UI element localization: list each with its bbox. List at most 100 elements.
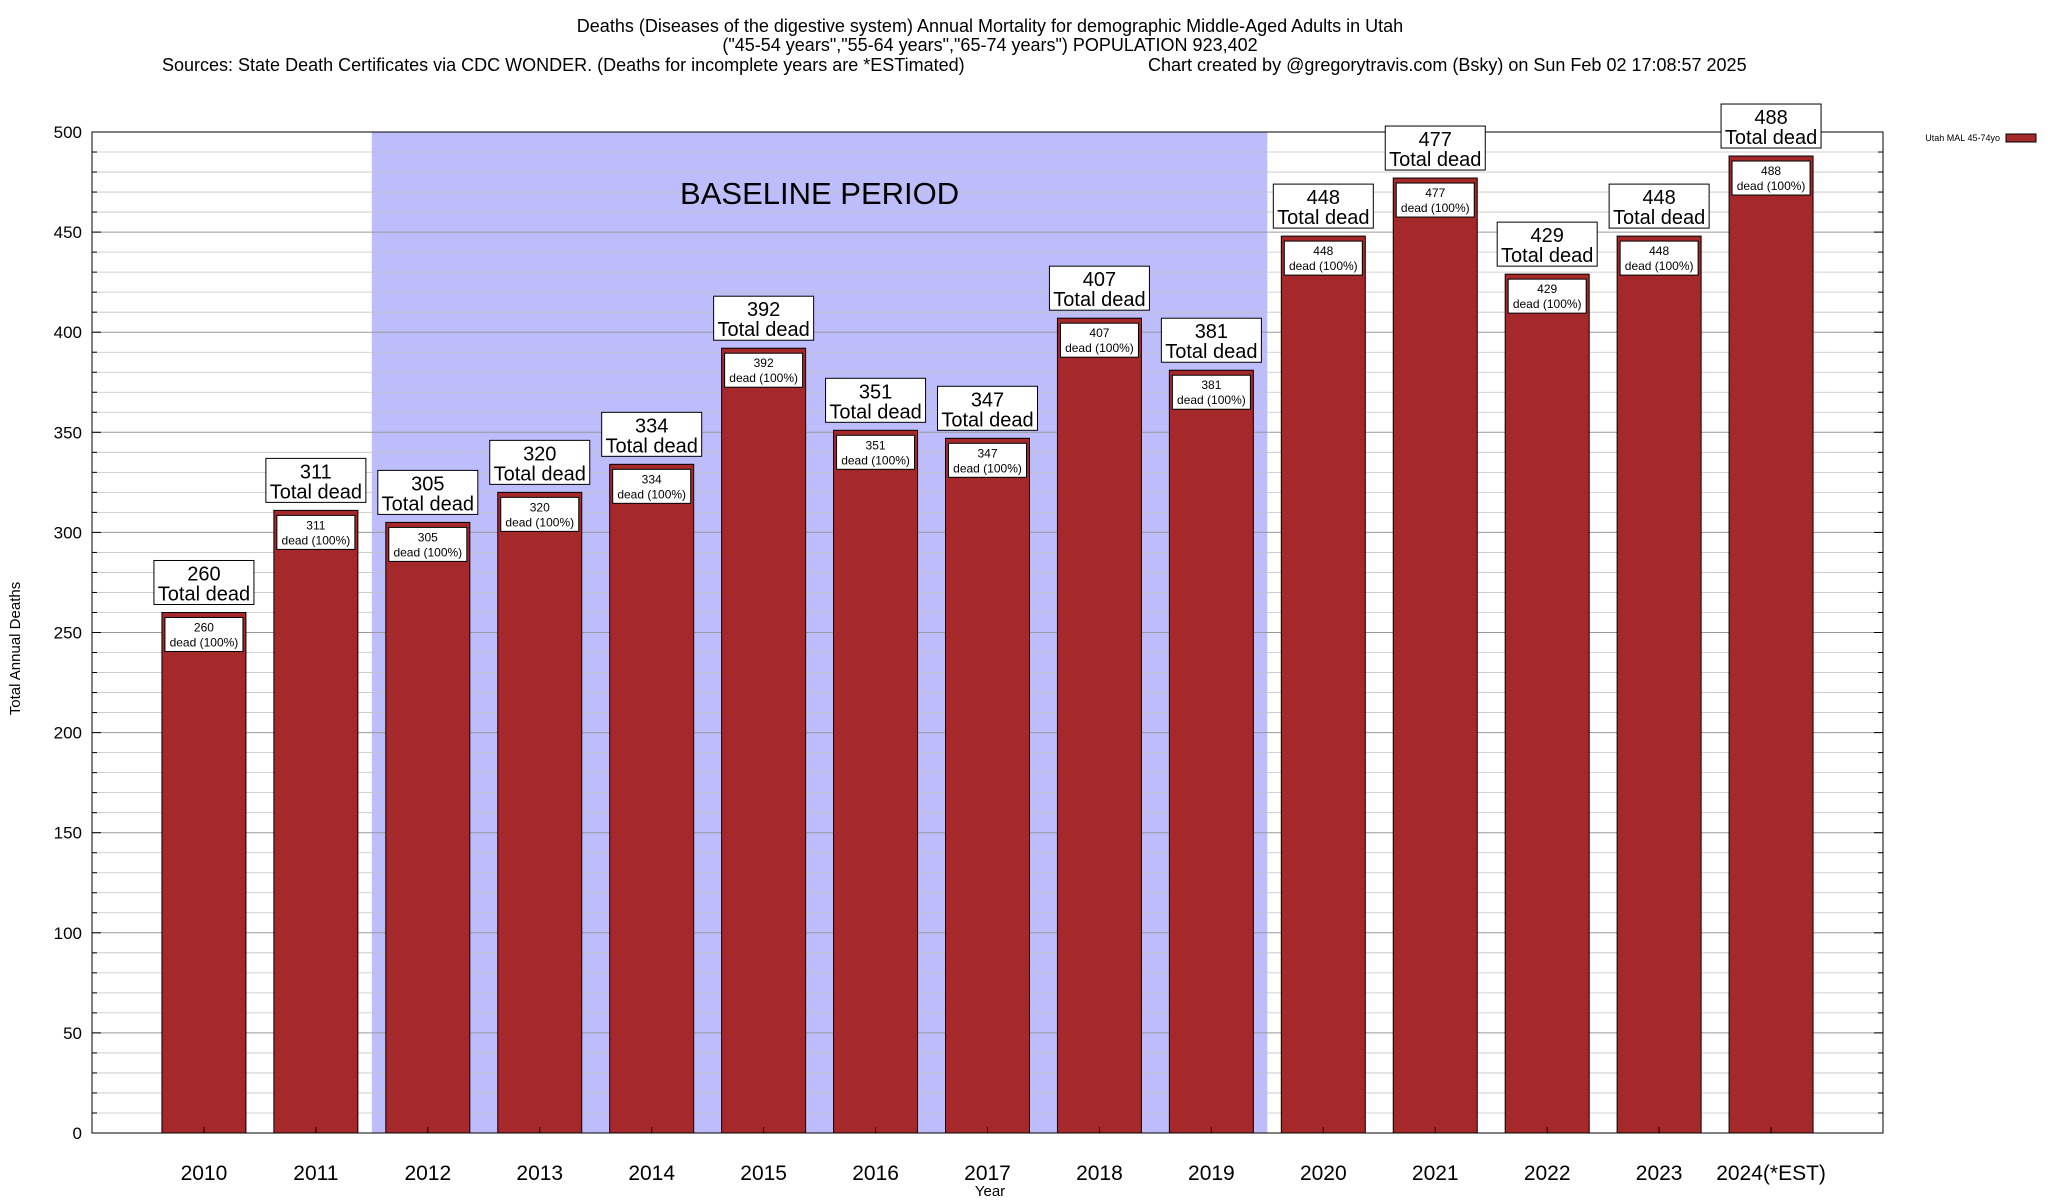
inner-label-text: dead (100%) [505, 515, 574, 529]
inner-label-value: 392 [754, 356, 774, 370]
top-label-box [1720, 103, 1822, 149]
inner-label-value: 448 [1313, 244, 1333, 258]
chart-credit-line: Chart created by @gregorytravis.com (Bsk… [1148, 55, 1747, 75]
inner-label-text: dead (100%) [393, 545, 462, 559]
top-label-value: 305 [411, 473, 444, 495]
y-tick-label: 0 [73, 1124, 82, 1143]
top-label-text: Total dead [1165, 341, 1257, 363]
inner-label-value: 381 [1201, 378, 1221, 392]
inner-label-value: 305 [418, 530, 438, 544]
inner-label-box [1283, 240, 1363, 276]
x-tick-label: 2022 [1524, 1162, 1571, 1185]
bar [1728, 155, 1814, 1134]
bar [273, 509, 359, 1134]
inner-label-text: dead (100%) [1065, 341, 1134, 355]
inner-label-text: dead (100%) [170, 635, 239, 649]
inner-label-box [612, 468, 692, 504]
top-label-box [825, 377, 927, 423]
inner-label-value: 320 [530, 500, 550, 514]
x-tick-label: 2021 [1412, 1162, 1459, 1185]
inner-label-box [500, 496, 580, 532]
inner-label-value: 488 [1761, 164, 1781, 178]
bar [1616, 235, 1702, 1134]
inner-label-box [164, 616, 244, 652]
chart-title-line-1: Deaths (Diseases of the digestive system… [577, 16, 1403, 36]
top-label-box [1160, 317, 1262, 363]
inner-label-box [948, 442, 1027, 478]
x-tick-label: 2023 [1636, 1162, 1683, 1185]
bar [1392, 177, 1478, 1134]
top-label-text: Total dead [1389, 149, 1481, 171]
bar [497, 491, 583, 1134]
inner-label-text: dead (100%) [282, 533, 351, 547]
legend-swatch [2005, 133, 2037, 143]
top-label-box [153, 559, 255, 605]
bar [609, 463, 695, 1134]
top-label-value: 477 [1419, 129, 1452, 151]
top-label-text: Total dead [494, 463, 586, 485]
inner-label-box [388, 526, 468, 562]
inner-label-text: dead (100%) [729, 371, 798, 385]
top-label-value: 429 [1531, 225, 1564, 247]
x-tick-label: 2019 [1188, 1162, 1235, 1185]
inner-label-value: 477 [1425, 186, 1445, 200]
top-label-text: Total dead [1053, 289, 1145, 311]
top-label-text: Total dead [382, 493, 474, 515]
y-axis-ticks: 0 50 100 150 200 250 300 350 400 450 500 [54, 123, 1883, 1143]
top-label-box [377, 469, 479, 515]
top-label-box [1608, 183, 1710, 229]
top-label-box [1384, 125, 1486, 171]
inner-label-value: 334 [642, 472, 662, 486]
chart-title-line-2: ("45-54 years","55-64 years","65-74 year… [722, 35, 1257, 55]
y-tick-label: 200 [54, 724, 82, 743]
bar [1280, 235, 1366, 1134]
x-axis-ticks: 2010 2011 2012 2013 2014 2015 2016 2017 2018 2019… [181, 1127, 1826, 1185]
y-tick-label: 250 [54, 624, 82, 643]
inner-label-text: dead (100%) [1625, 259, 1694, 273]
inner-label-box [1059, 322, 1139, 358]
y-tick-label: 300 [54, 523, 82, 542]
top-label-value: 392 [747, 299, 780, 321]
x-tick-label: 2013 [516, 1162, 563, 1185]
inner-label-text: dead (100%) [617, 487, 686, 501]
inner-label-value: 260 [194, 620, 214, 634]
y-tick-label: 350 [54, 423, 82, 442]
top-label-value: 488 [1754, 107, 1787, 129]
top-label-box [713, 295, 815, 341]
top-label-text: Total dead [829, 401, 921, 423]
x-tick-label: 2015 [740, 1162, 787, 1185]
inner-label-value: 351 [866, 438, 886, 452]
top-label-box [1272, 183, 1374, 229]
top-label-box [265, 457, 367, 503]
x-tick-label: 2014 [628, 1162, 675, 1185]
inner-label-text: dead (100%) [1177, 393, 1246, 407]
x-tick-label: 2017 [964, 1162, 1011, 1185]
inner-label-value: 429 [1537, 282, 1557, 296]
top-label-text: Total dead [1725, 127, 1817, 149]
top-label-text: Total dead [1501, 245, 1593, 267]
top-label-box [1048, 265, 1150, 311]
top-label-value: 260 [187, 563, 220, 585]
top-label-box [1496, 221, 1598, 267]
inner-label-value: 347 [977, 446, 997, 460]
inner-label-text: dead (100%) [1289, 259, 1358, 273]
inner-label-box [1619, 240, 1699, 276]
bar [385, 521, 471, 1134]
x-tick-label: 2016 [852, 1162, 899, 1185]
top-label-box [601, 411, 703, 457]
baseline-period-label: BASELINE PERIOD [680, 176, 959, 211]
top-label-value: 381 [1195, 321, 1228, 343]
inner-label-value: 448 [1649, 244, 1669, 258]
x-tick-label: 2018 [1076, 1162, 1123, 1185]
legend-label: Utah MAL 45-74yo [1925, 133, 2000, 143]
bar [161, 611, 247, 1134]
bar [1504, 273, 1590, 1134]
inner-label-box [836, 434, 916, 470]
top-label-box [489, 439, 591, 485]
inner-label-box [1507, 278, 1587, 314]
top-label-value: 407 [1083, 269, 1116, 291]
top-label-value: 311 [300, 461, 332, 483]
inner-label-text: dead (100%) [841, 453, 910, 467]
inner-label-text: dead (100%) [1737, 179, 1806, 193]
